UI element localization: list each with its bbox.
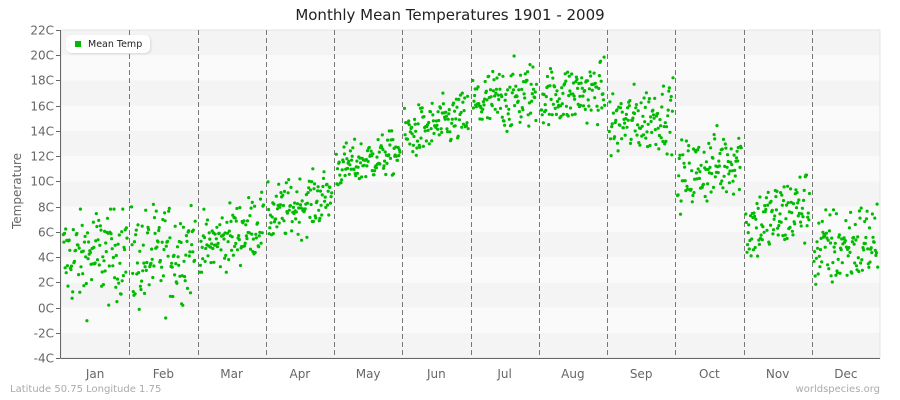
- chart-title: Monthly Mean Temperatures 1901 - 2009: [295, 6, 605, 24]
- y-tick-label: 12C: [30, 150, 54, 164]
- y-tick-label: 18C: [30, 74, 54, 88]
- y-axis-ticks: -4C -2C 0C 2C 4C 6C 8C 10C 12C 14C 16C 18C 20C 22C: [30, 24, 60, 366]
- x-tick-label: Jul: [496, 367, 511, 381]
- y-tick-label: 6C: [38, 226, 54, 240]
- y-tick-label: -2C: [34, 327, 54, 341]
- x-tick-label: Jan: [85, 367, 105, 381]
- x-tick-label: Feb: [153, 367, 174, 381]
- y-tick-label: -4C: [34, 352, 54, 366]
- x-tick-label: Oct: [699, 367, 720, 381]
- y-tick-label: 10C: [30, 175, 54, 189]
- x-tick-label: May: [356, 367, 381, 381]
- x-tick-label: Sep: [630, 367, 653, 381]
- source-caption: worldspecies.org: [795, 384, 880, 395]
- data-points: [61, 54, 880, 323]
- y-tick-label: 20C: [30, 49, 54, 63]
- x-tick-label: Nov: [766, 367, 789, 381]
- y-tick-label: 22C: [30, 24, 54, 38]
- x-axis-ticks: Jan Feb Mar Apr May Jun Jul Aug Sep Oct Nov Dec: [85, 367, 858, 381]
- y-tick-label: 8C: [38, 201, 54, 215]
- x-tick-label: Mar: [220, 367, 243, 381]
- y-tick-label: 0C: [38, 302, 54, 316]
- y-tick-label: 4C: [38, 251, 54, 265]
- axes: [60, 30, 880, 359]
- legend-swatch-icon: [75, 41, 81, 47]
- month-separators: [129, 30, 813, 358]
- background-bands: [60, 29, 881, 359]
- x-tick-label: Aug: [561, 367, 584, 381]
- x-tick-label: Apr: [289, 367, 310, 381]
- y-tick-label: 16C: [30, 100, 54, 114]
- x-tick-label: Jun: [426, 367, 446, 381]
- y-tick-label: 14C: [30, 125, 54, 139]
- y-tick-label: 2C: [38, 276, 54, 290]
- location-caption: Latitude 50.75 Longitude 1.75: [10, 384, 162, 395]
- legend-label: Mean Temp: [88, 38, 143, 50]
- legend: Mean Temp: [66, 35, 150, 53]
- x-tick-label: Dec: [834, 367, 857, 381]
